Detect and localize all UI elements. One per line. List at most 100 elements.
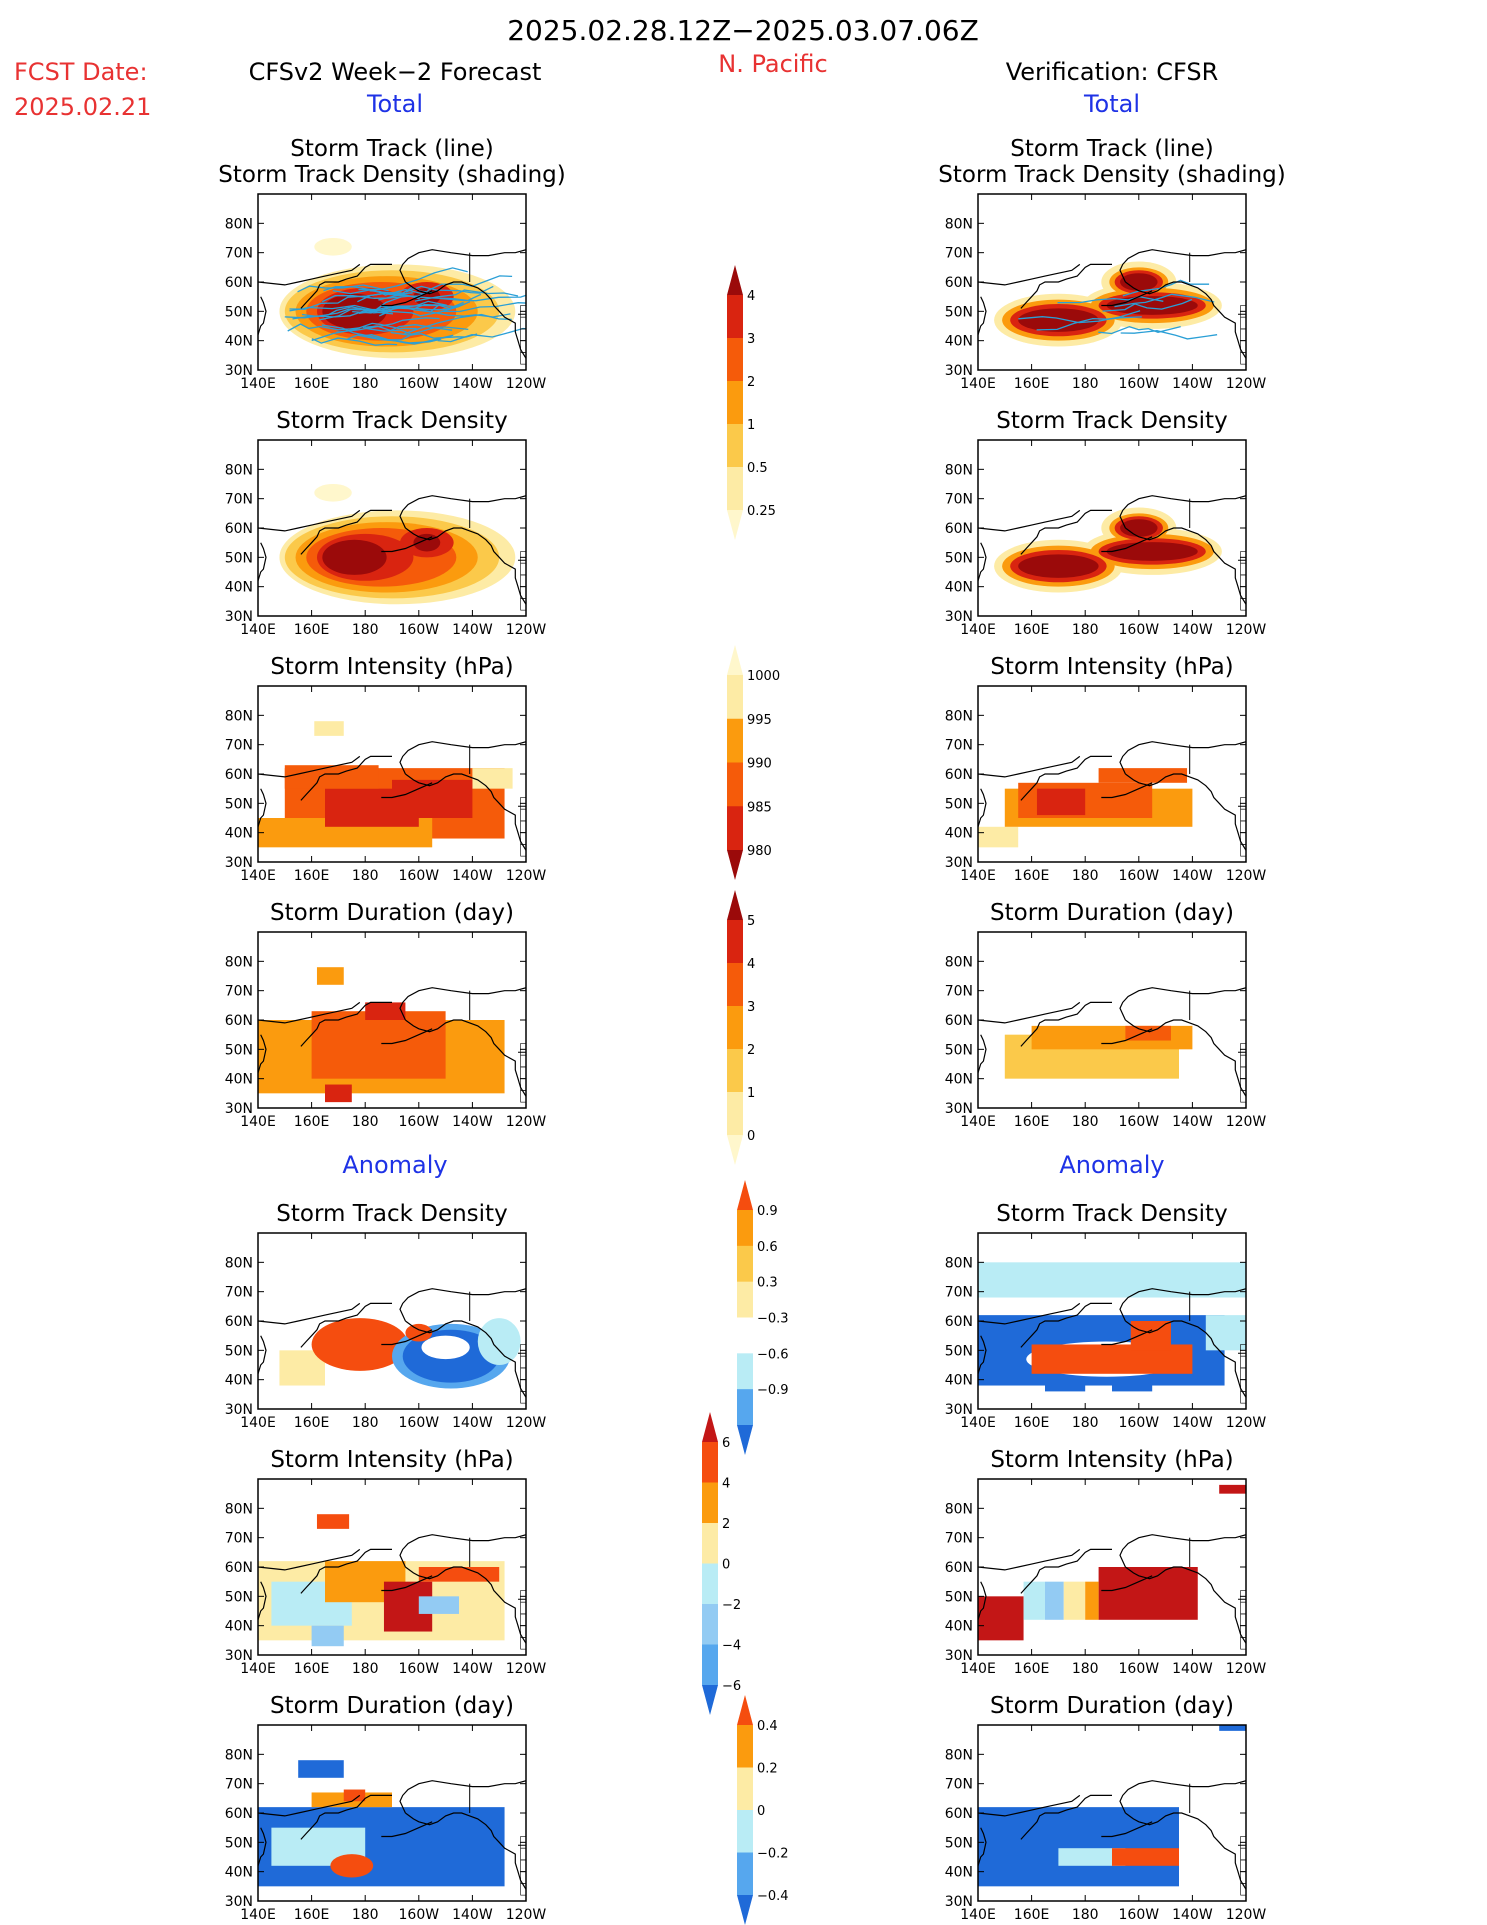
coastline (258, 509, 361, 532)
lat-tick-label: 40N (225, 1619, 253, 1635)
panel-title: Storm Intensity (hPa) (270, 1447, 513, 1473)
field-patch-4 (1098, 768, 1188, 783)
state-border (1240, 1859, 1246, 1872)
lon-tick-label: 160E (1014, 1415, 1050, 1431)
lat-tick-label: 80N (225, 1255, 253, 1271)
lon-tick-label: 120W (1226, 1415, 1267, 1431)
coastline (978, 542, 987, 581)
lat-tick-label: 80N (945, 216, 973, 232)
lat-tick-label: 30N (225, 1648, 253, 1664)
coastline (1119, 741, 1246, 775)
lon-tick-label: 140W (1172, 868, 1213, 884)
field-patch-5 (418, 1567, 500, 1582)
lat-tick-label: 40N (225, 334, 253, 350)
colorbar-label: 985 (747, 800, 772, 815)
lon-tick-label: 140W (452, 868, 493, 884)
field-patch-2 (1045, 1581, 1064, 1620)
lon-tick-label: 160W (1119, 1661, 1160, 1677)
colorbar-label: 0.3 (757, 1276, 778, 1291)
lon-tick-label: 140E (960, 868, 996, 884)
storm-track-line (1114, 293, 1215, 308)
field-patch-5 (405, 1323, 433, 1342)
lon-tick-label: 140W (1172, 1415, 1213, 1431)
state-border (520, 1871, 526, 1884)
coastline (258, 263, 361, 286)
coastline (258, 755, 361, 778)
colorbar-label: 1 (747, 1086, 755, 1101)
coastline (1119, 1288, 1246, 1322)
panel-title: Storm Track (line) (290, 136, 493, 162)
lat-tick-label: 70N (225, 492, 253, 508)
lat-tick-label: 50N (225, 304, 253, 320)
lon-tick-label: 160W (1119, 376, 1160, 392)
lat-tick-label: 80N (945, 1255, 973, 1271)
field-patch-6 (311, 1625, 344, 1647)
coastline (258, 1827, 267, 1866)
colorbar-label: 0.5 (747, 461, 768, 476)
lon-tick-label: 180 (352, 1661, 379, 1677)
state-border (520, 1391, 526, 1404)
coastline (399, 249, 526, 283)
colorbar-label: 2 (722, 1517, 730, 1532)
colorbar-label: 0 (722, 1558, 730, 1573)
colorbar-bottom-arrow (702, 1685, 718, 1715)
storm-track-line (1098, 325, 1181, 335)
coastline (300, 1548, 392, 1594)
border-line (525, 1649, 526, 1650)
lat-tick-label: 70N (225, 984, 253, 1000)
state-border (1240, 562, 1246, 576)
field-patch-0 (316, 1514, 350, 1529)
lat-tick-label: 60N (225, 767, 253, 783)
storm-track-line (319, 296, 402, 321)
coastline (1101, 1821, 1153, 1838)
state-border (1240, 1367, 1246, 1380)
field-patch-5 (392, 779, 473, 818)
border-line (525, 1403, 526, 1404)
colorbar-label: 0 (757, 1804, 765, 1819)
coastline (978, 1548, 1081, 1571)
coastline (978, 1335, 987, 1374)
field-patch-3 (472, 768, 513, 789)
lat-tick-label: 50N (225, 1042, 253, 1058)
lon-tick-label: 180 (1072, 868, 1099, 884)
lat-tick-label: 70N (945, 984, 973, 1000)
lon-tick-label: 140W (1172, 376, 1213, 392)
lat-tick-label: 50N (945, 1343, 973, 1359)
colorbar-label: 0.2 (757, 1762, 778, 1777)
state-border (1240, 574, 1246, 587)
lat-tick-label: 70N (225, 1531, 253, 1547)
lon-tick-label: 160E (294, 376, 330, 392)
storm-track-line (311, 322, 417, 342)
coastline (1101, 536, 1153, 553)
colorbar-segment (737, 1389, 753, 1426)
coastline (300, 1302, 392, 1348)
border-line (1245, 1403, 1246, 1404)
colorbar-label: 3 (747, 332, 755, 347)
state-border (1240, 1613, 1246, 1626)
lat-tick-label: 60N (225, 1560, 253, 1576)
colorbar-label: 1000 (747, 669, 780, 684)
lat-tick-label: 70N (945, 1285, 973, 1301)
coastline (405, 1566, 526, 1645)
lat-tick-label: 50N (945, 1835, 973, 1851)
state-border (1240, 1090, 1246, 1103)
lat-tick-label: 60N (225, 1013, 253, 1029)
field-patch-6 (477, 1318, 521, 1365)
lat-tick-label: 50N (945, 796, 973, 812)
colorbar-segment (702, 1442, 718, 1483)
total-label-right: Total (1083, 90, 1140, 118)
lat-tick-label: 30N (945, 1894, 973, 1910)
lat-tick-label: 80N (945, 1747, 973, 1763)
colorbar-bottom-arrow (727, 850, 743, 880)
coastline (258, 296, 267, 335)
lat-tick-label: 60N (225, 521, 253, 537)
lon-tick-label: 180 (1072, 1907, 1099, 1923)
lat-tick-label: 40N (225, 1072, 253, 1088)
lat-tick-label: 50N (225, 1589, 253, 1605)
lon-tick-label: 160W (399, 868, 440, 884)
lat-tick-label: 70N (225, 1777, 253, 1793)
field-patch-11 (1120, 519, 1158, 537)
state-border (520, 1355, 526, 1369)
